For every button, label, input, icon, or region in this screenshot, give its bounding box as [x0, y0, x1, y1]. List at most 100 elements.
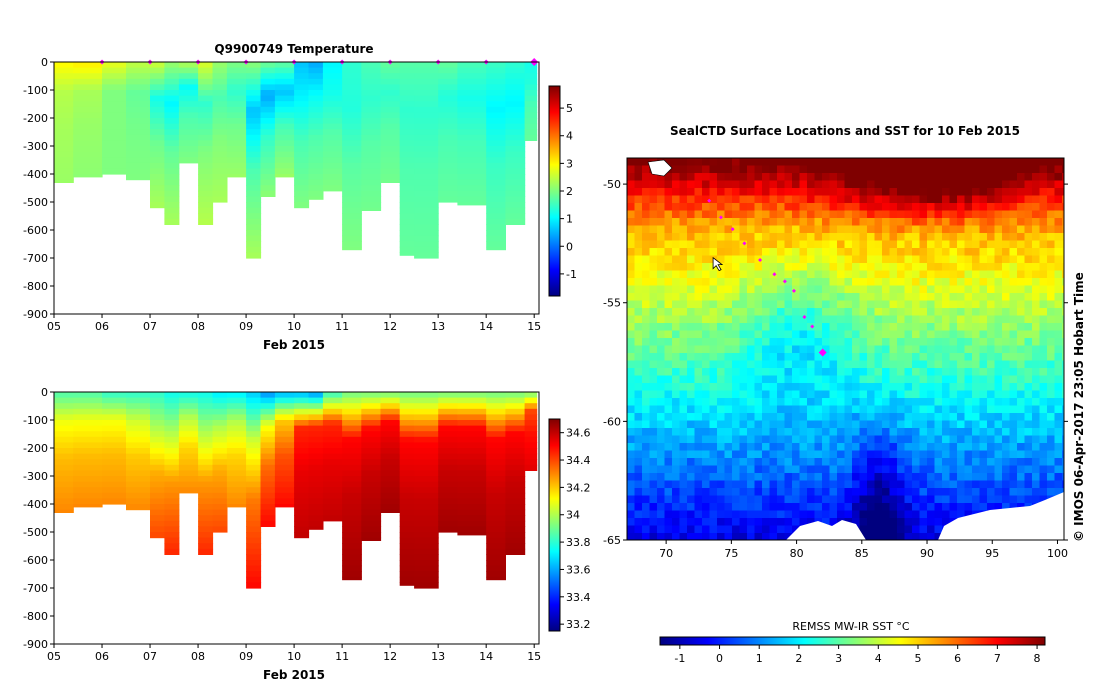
- sst-cell: [732, 353, 740, 361]
- sst-cell: [927, 533, 935, 540]
- sst-cell: [1032, 203, 1040, 211]
- sst-cell: [882, 158, 890, 166]
- sst-cell: [859, 413, 868, 421]
- sst-cell: [844, 233, 853, 241]
- profile-cell: [342, 157, 362, 164]
- sst-cell: [747, 503, 755, 511]
- sst-cell: [1062, 315, 1064, 324]
- sst-cell: [1039, 263, 1048, 271]
- profile-cell: [486, 168, 506, 175]
- profile-cell: [226, 498, 247, 505]
- sst-cell: [859, 323, 868, 331]
- profile-cell: [274, 90, 295, 97]
- sst-cell: [979, 450, 988, 459]
- sst-cell: [717, 278, 725, 286]
- sst-cell: [1062, 383, 1064, 391]
- sst-cell: [717, 218, 725, 226]
- sst-cell: [859, 510, 868, 519]
- sst-cell: [1017, 413, 1025, 421]
- profile-cell: [322, 101, 343, 108]
- sst-cell: [1047, 353, 1055, 361]
- sst-cell: [754, 353, 763, 361]
- sst-cell: [784, 390, 793, 399]
- sst-cell: [904, 458, 913, 466]
- sst-cell: [769, 525, 778, 534]
- sst-cell: [694, 285, 703, 294]
- sst-cell: [889, 338, 898, 346]
- profile-cell: [246, 504, 262, 511]
- temperature-panel: Q9900749 Temperature 0-100-200-300-400-5…: [23, 42, 577, 352]
- profile-cell: [198, 67, 214, 74]
- sst-cell: [702, 248, 710, 256]
- profile-cell: [198, 162, 214, 169]
- sst-cell: [934, 308, 943, 316]
- profile-cell: [212, 106, 228, 113]
- profile-cell: [438, 509, 458, 516]
- profile-cell: [486, 571, 506, 578]
- sst-cell: [687, 510, 695, 519]
- profile-cell: [102, 62, 127, 69]
- sst-cell: [634, 338, 643, 346]
- sst-cell: [739, 180, 748, 189]
- sst-cell: [672, 473, 680, 481]
- sst-cell: [664, 248, 673, 256]
- sst-cell: [777, 413, 785, 421]
- sst-cell: [1039, 443, 1048, 451]
- profile-cell: [246, 185, 262, 192]
- sst-cell: [927, 488, 935, 496]
- profile-cell: [486, 241, 506, 248]
- sst-cell: [807, 345, 815, 354]
- sst-cell: [702, 158, 710, 166]
- sst-cell: [949, 473, 958, 481]
- sst-cell: [1017, 360, 1025, 369]
- profile-cell: [308, 520, 324, 527]
- sst-cell: [867, 240, 875, 249]
- profile-cell: [246, 140, 262, 147]
- sst-cell: [942, 510, 950, 519]
- profile-cell: [524, 448, 538, 455]
- sst-cell: [732, 263, 740, 271]
- sst-cell: [957, 435, 965, 444]
- sst-cell: [769, 240, 778, 249]
- sst-cell: [867, 308, 875, 316]
- sst-cell: [1002, 323, 1010, 331]
- sst-cell: [1039, 480, 1048, 489]
- sst-cell: [837, 338, 845, 346]
- profile-cell: [380, 509, 401, 513]
- sst-cell: [784, 330, 793, 339]
- profile-cell: [226, 464, 247, 471]
- sst-cell: [949, 173, 958, 181]
- sst-cell: [814, 315, 823, 324]
- sst-cell: [754, 255, 763, 264]
- sst-cell: [1017, 450, 1025, 459]
- sst-cell: [754, 488, 763, 496]
- profile-cell: [438, 420, 458, 427]
- sst-cell: [777, 278, 785, 286]
- sst-cell: [957, 383, 965, 391]
- sst-cell: [739, 518, 748, 526]
- sst-cell: [709, 360, 718, 369]
- profile-cell: [342, 190, 362, 197]
- profile-cell: [226, 140, 247, 147]
- profile-cell: [486, 498, 506, 505]
- x-tick-label: 15: [527, 320, 541, 333]
- sst-cell: [964, 345, 973, 354]
- profile-cell: [246, 134, 262, 141]
- sst-cell: [972, 173, 980, 181]
- profile-cell: [226, 414, 247, 421]
- sst-cell: [859, 473, 868, 481]
- sst-cell: [1009, 210, 1018, 219]
- sst-cell: [844, 218, 853, 226]
- sst-cell: [897, 458, 905, 466]
- profile-cell: [414, 403, 439, 410]
- sst-cell: [724, 420, 733, 429]
- profile-cell: [399, 157, 415, 164]
- sst-cell: [942, 495, 950, 504]
- sst-cell: [987, 158, 995, 166]
- sst-cell: [949, 248, 958, 256]
- sst-cell: [724, 533, 733, 540]
- profile-cell: [54, 118, 74, 125]
- sst-cell: [919, 458, 928, 466]
- profile-cell: [260, 470, 276, 477]
- profile-cell: [260, 408, 276, 415]
